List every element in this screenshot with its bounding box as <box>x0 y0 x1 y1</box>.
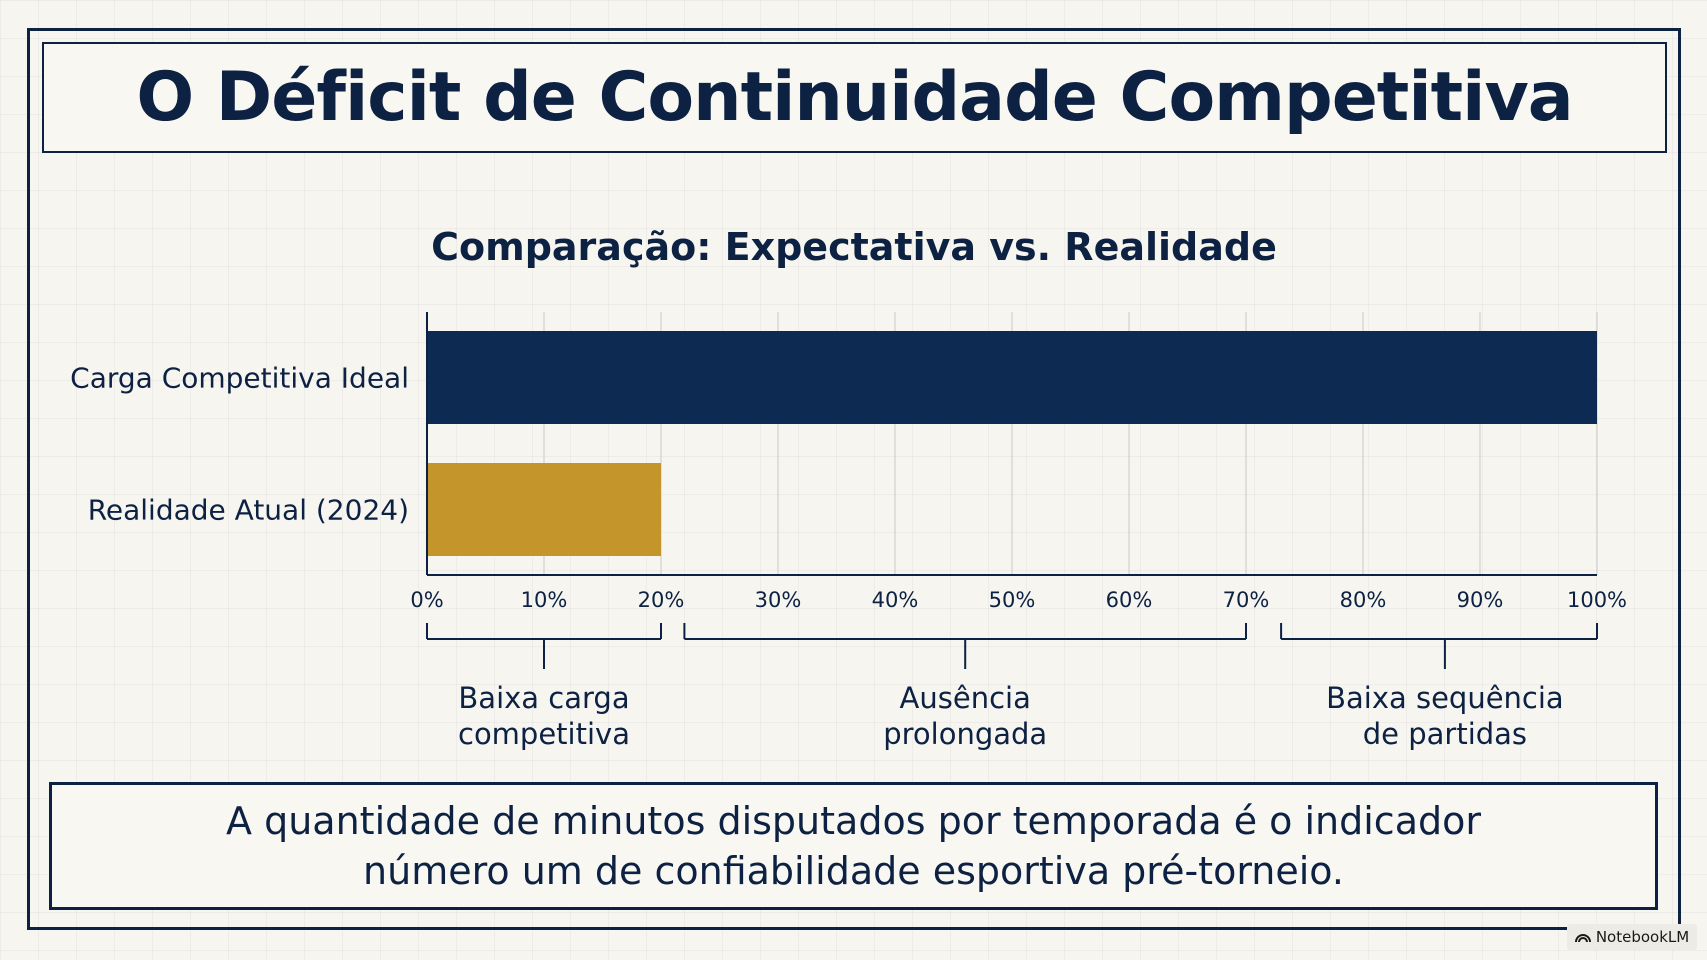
slide-frame <box>27 28 1681 930</box>
bar <box>427 463 661 556</box>
x-tick-label: 70% <box>1223 588 1270 612</box>
x-tick-label: 50% <box>989 588 1036 612</box>
bracket-label-line: competitiva <box>458 717 630 751</box>
x-tick-label: 90% <box>1457 588 1504 612</box>
x-tick-label: 40% <box>872 588 919 612</box>
category-label: Realidade Atual (2024) <box>88 494 409 527</box>
x-tick-label: 60% <box>1106 588 1153 612</box>
bracket-label: Ausência prolongada <box>883 681 1047 751</box>
footer-text: A quantidade de minutos disputados por t… <box>226 799 1481 893</box>
x-tick-label: 20% <box>638 588 685 612</box>
slide-title: O Déficit de Continuidade Competitiva <box>136 58 1573 137</box>
x-tick-label: 0% <box>410 588 443 612</box>
bracket-label-line: Baixa sequência <box>1326 681 1564 715</box>
footer-box: A quantidade de minutos disputados por t… <box>49 782 1658 910</box>
bracket-label: Baixa sequência de partidas <box>1326 681 1564 751</box>
x-tick-label: 80% <box>1340 588 1387 612</box>
bar <box>427 331 1597 424</box>
x-tick-label: 30% <box>755 588 802 612</box>
badge-label: NotebookLM <box>1595 928 1690 946</box>
notebooklm-logo-icon <box>1574 934 1591 943</box>
category-label: Carga Competitiva Ideal <box>70 362 409 395</box>
bracket-label-line: prolongada <box>883 717 1047 751</box>
bracket-label-line: Baixa carga <box>458 681 629 715</box>
title-box: O Déficit de Continuidade Competitiva <box>42 42 1667 153</box>
bracket-label: Baixa carga competitiva <box>458 681 630 751</box>
x-tick-label: 100% <box>1567 588 1627 612</box>
notebooklm-badge: NotebookLM <box>1567 924 1697 950</box>
bracket-label-line: Ausência <box>900 681 1031 715</box>
chart-title: Comparação: Expectativa vs. Realidade <box>431 225 1277 269</box>
bar-chart: Comparação: Expectativa vs. Realidade Car… <box>70 225 1627 751</box>
bracket-label-line: de partidas <box>1363 717 1527 751</box>
x-tick-label: 10% <box>521 588 568 612</box>
